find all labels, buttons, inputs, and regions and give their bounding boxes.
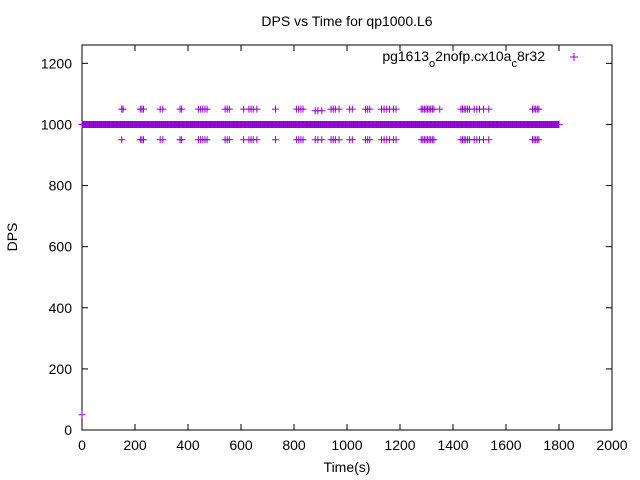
data-point-band bbox=[555, 120, 563, 128]
legend-label: pg1613o2nofp.cx10ac8r32 bbox=[382, 48, 545, 70]
y-tick-label: 400 bbox=[49, 300, 73, 316]
data-point bbox=[203, 105, 211, 113]
y-tick-label: 0 bbox=[64, 422, 72, 438]
data-point bbox=[299, 105, 307, 113]
data-point bbox=[335, 105, 343, 113]
data-point bbox=[118, 136, 126, 144]
data-point bbox=[392, 105, 400, 113]
y-axis: 0 200 400 600 800 1000 1200 bbox=[41, 55, 612, 438]
x-tick-label: 1800 bbox=[543, 437, 574, 453]
plot-frame bbox=[81, 44, 613, 431]
data-point bbox=[335, 136, 343, 144]
data-point bbox=[178, 105, 186, 113]
data-point bbox=[436, 105, 444, 113]
y-tick-label: 600 bbox=[49, 239, 73, 255]
data-point bbox=[299, 136, 307, 144]
x-tick-label: 1400 bbox=[437, 437, 468, 453]
data-point bbox=[225, 105, 233, 113]
data-point bbox=[119, 105, 127, 113]
data-point bbox=[535, 105, 543, 113]
data-point bbox=[348, 105, 356, 113]
y-tick-label: 1200 bbox=[41, 55, 72, 71]
data-point bbox=[271, 136, 279, 144]
data-point bbox=[139, 136, 147, 144]
x-tick-label: 200 bbox=[123, 437, 147, 453]
x-axis: 0 200 400 600 800 1000 1200 1400 1600 1800 2000 bbox=[78, 45, 628, 453]
data-point bbox=[366, 136, 374, 144]
data-point bbox=[348, 136, 356, 144]
data-point bbox=[203, 136, 211, 144]
data-point bbox=[225, 136, 233, 144]
data-point bbox=[318, 107, 326, 115]
x-tick-label: 800 bbox=[282, 437, 306, 453]
y-tick-label: 800 bbox=[49, 178, 73, 194]
data-point bbox=[366, 105, 374, 113]
x-tick-label: 400 bbox=[176, 437, 200, 453]
chart-title: DPS vs Time for qp1000.L6 bbox=[261, 13, 432, 29]
data-point bbox=[78, 411, 86, 419]
data-point bbox=[535, 136, 543, 144]
data-point bbox=[318, 136, 326, 144]
y-tick-label: 200 bbox=[49, 361, 73, 377]
data-point bbox=[485, 136, 493, 144]
data-point bbox=[178, 136, 186, 144]
y-tick-label: 1000 bbox=[41, 116, 72, 132]
data-point bbox=[271, 105, 279, 113]
data-point bbox=[159, 105, 167, 113]
data-point bbox=[159, 136, 167, 144]
x-tick-label: 600 bbox=[229, 437, 253, 453]
x-tick-label: 2000 bbox=[596, 437, 627, 453]
data-point bbox=[253, 136, 261, 144]
x-axis-label: Time(s) bbox=[324, 459, 371, 475]
data-point bbox=[430, 136, 438, 144]
y-axis-label: DPS bbox=[4, 223, 20, 252]
x-tick-label: 1000 bbox=[331, 437, 362, 453]
x-tick-label: 0 bbox=[78, 437, 86, 453]
data-point bbox=[485, 105, 493, 113]
legend: pg1613o2nofp.cx10ac8r32 bbox=[382, 48, 578, 70]
legend-marker bbox=[570, 53, 578, 61]
data-point bbox=[392, 136, 400, 144]
x-tick-label: 1200 bbox=[384, 437, 415, 453]
data-point bbox=[253, 105, 261, 113]
data-point bbox=[139, 105, 147, 113]
series-points bbox=[78, 105, 563, 419]
x-tick-label: 1600 bbox=[490, 437, 521, 453]
